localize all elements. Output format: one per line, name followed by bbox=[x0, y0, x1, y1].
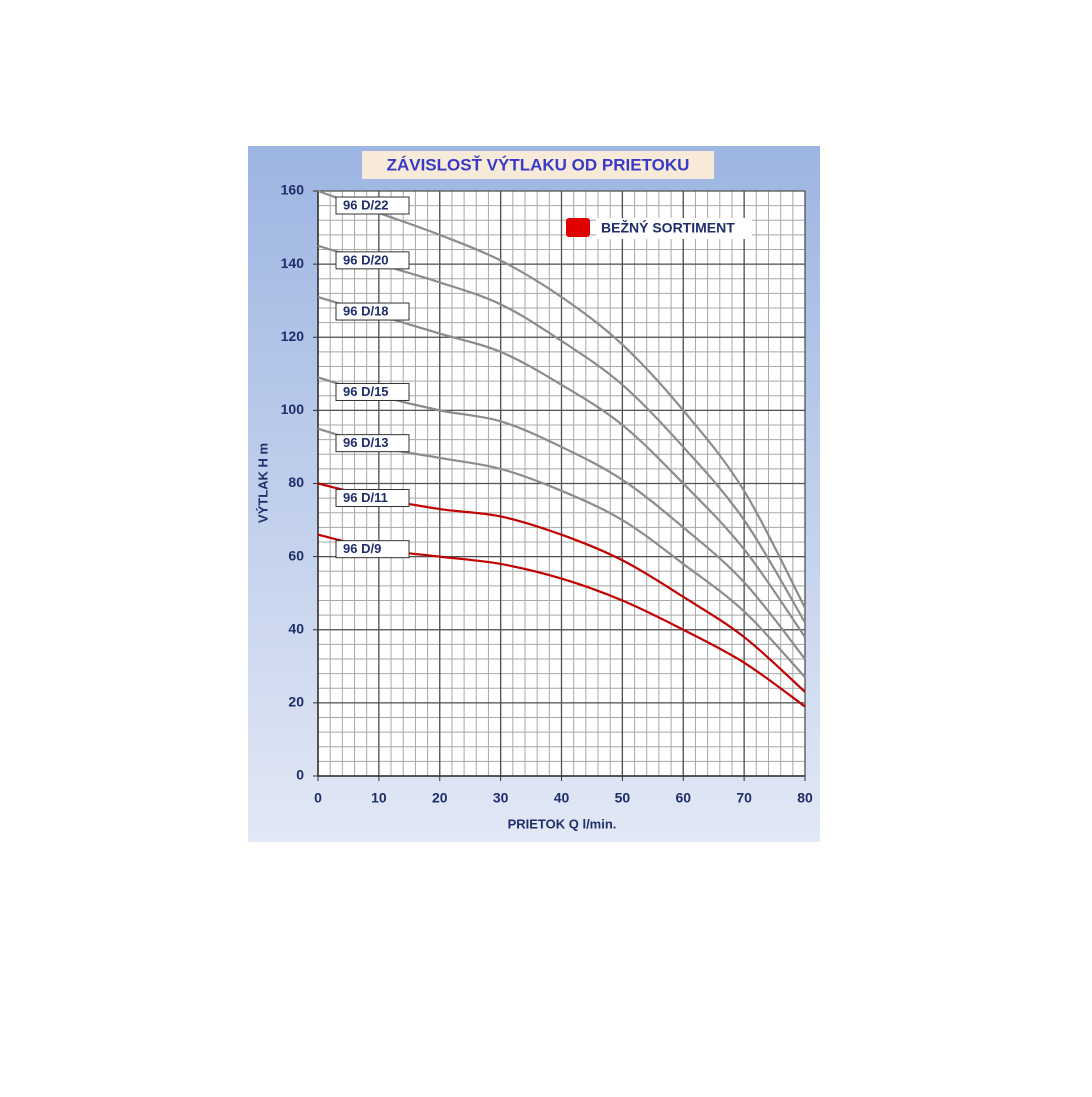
series-line bbox=[317, 295, 806, 638]
y-tick-label: 100 bbox=[281, 401, 305, 417]
legend-label: BEŽNÝ SORTIMENT bbox=[601, 219, 735, 236]
series-label: 96 D/9 bbox=[343, 541, 381, 556]
x-tick-label: 60 bbox=[675, 790, 691, 806]
x-tick-label: 40 bbox=[554, 790, 570, 806]
title-box bbox=[362, 151, 714, 179]
x-tick-label: 10 bbox=[371, 790, 387, 806]
legend-swatch bbox=[566, 218, 590, 237]
x-tick-label: 80 bbox=[797, 790, 813, 806]
series-line bbox=[317, 244, 806, 624]
series-label: 96 D/20 bbox=[343, 252, 389, 267]
y-tick-label: 0 bbox=[296, 767, 304, 783]
series-label: 96 D/22 bbox=[343, 197, 389, 212]
series-label: 96 D/15 bbox=[343, 384, 389, 399]
y-tick-label: 120 bbox=[281, 328, 305, 344]
series-line bbox=[317, 376, 806, 660]
x-tick-label: 30 bbox=[493, 790, 509, 806]
series-label: 96 D/11 bbox=[343, 490, 388, 505]
y-tick-label: 80 bbox=[288, 474, 304, 490]
legend-box bbox=[596, 218, 752, 239]
y-tick-label: 40 bbox=[288, 620, 304, 636]
series-label-box bbox=[335, 434, 410, 453]
series-label-box bbox=[335, 302, 410, 321]
series-label-box bbox=[335, 540, 410, 559]
y-axis-label: VÝTLAK H m bbox=[255, 443, 270, 523]
series-label-box bbox=[335, 251, 410, 270]
series-label-box bbox=[335, 196, 410, 215]
lines bbox=[317, 189, 806, 708]
x-tick-label: 20 bbox=[432, 790, 448, 806]
chart-title: ZÁVISLOSŤ VÝTLAKU OD PRIETOKU bbox=[387, 155, 690, 174]
x-tick-label: 50 bbox=[615, 790, 631, 806]
series-label: 96 D/13 bbox=[343, 435, 389, 450]
y-tick-label: 20 bbox=[288, 694, 304, 710]
series-line bbox=[317, 189, 806, 609]
y-tick-label: 140 bbox=[281, 255, 305, 271]
x-tick-label: 70 bbox=[736, 790, 752, 806]
x-tick-label: 0 bbox=[314, 790, 322, 806]
series-label: 96 D/18 bbox=[343, 303, 389, 318]
y-tick-label: 160 bbox=[281, 182, 305, 198]
x-axis-label: PRIETOK Q l/min. bbox=[508, 816, 617, 831]
series-label-box bbox=[335, 382, 410, 401]
y-tick-label: 60 bbox=[288, 547, 304, 563]
labels: 0 10 20 30 40 50 60 70 80 0 20 40 60 80 100 120 140 160 96… bbox=[281, 182, 813, 806]
series-label-box bbox=[335, 489, 410, 507]
